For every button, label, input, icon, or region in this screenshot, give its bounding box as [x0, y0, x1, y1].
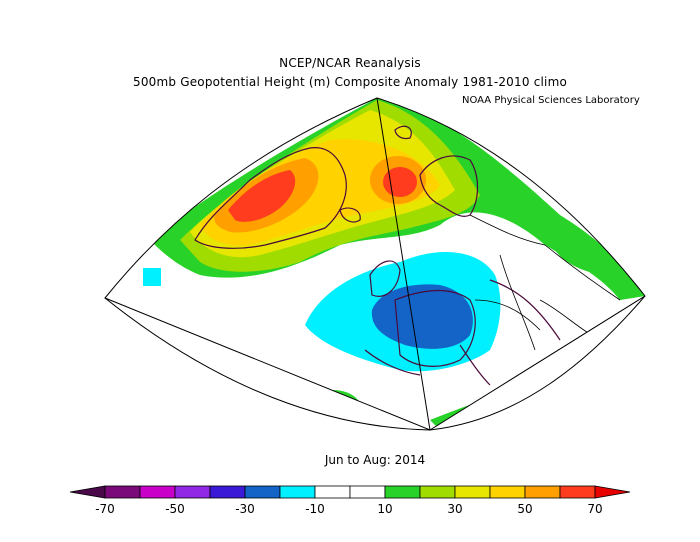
colorbar-tick-label: 50	[517, 502, 533, 516]
map-title: NCEP/NCAR Reanalysis	[279, 56, 421, 70]
colorbar-swatch	[104, 485, 141, 499]
colorbar-low-cap	[69, 485, 106, 499]
colorbar-swatch	[489, 485, 526, 499]
anomaly-contour-60	[228, 170, 296, 222]
colorbar-swatch	[139, 485, 176, 499]
colorbar-swatch	[419, 485, 456, 499]
colorbar-swatch	[454, 485, 491, 499]
anomaly-map	[104, 97, 646, 431]
colorbar-swatch	[244, 485, 281, 499]
colorbar-swatch	[314, 485, 351, 499]
colorbar-swatch	[174, 485, 211, 499]
colorbar-swatch	[349, 485, 386, 499]
colorbar-tick-label: 10	[377, 502, 393, 516]
colorbar-tick-label: 30	[447, 502, 463, 516]
colorbar-swatch	[279, 485, 316, 499]
credit-label: NOAA Physical Sciences Laboratory	[462, 95, 640, 106]
colorbar-tick-label: 70	[587, 502, 603, 516]
colorbar-swatch	[524, 485, 561, 499]
prime-meridian	[376, 97, 431, 431]
colorbar-swatch	[209, 485, 246, 499]
colorbar-tick-label: -70	[95, 502, 115, 516]
colorbar-high-cap	[594, 485, 631, 499]
anomaly-contour-60-east	[383, 167, 417, 197]
colorbar-tick-label: -50	[165, 502, 185, 516]
colorbar-tick-label: -30	[235, 502, 255, 516]
anomaly-contour-minus20	[371, 284, 473, 349]
colorbar-swatch	[559, 485, 596, 499]
colorbar-swatch	[384, 485, 421, 499]
colorbar	[69, 485, 631, 499]
map-subtitle: 500mb Geopotential Height (m) Composite …	[132, 75, 568, 89]
anomaly-contour-10-e	[555, 235, 610, 275]
colorbar-tick-label: -10	[305, 502, 325, 516]
coastlines	[194, 125, 561, 386]
anomaly-contour-minus10-west	[143, 268, 161, 286]
political-borders	[469, 214, 621, 351]
map-boundary-arc	[104, 295, 646, 431]
period-label: Jun to Aug: 2014	[324, 453, 426, 467]
